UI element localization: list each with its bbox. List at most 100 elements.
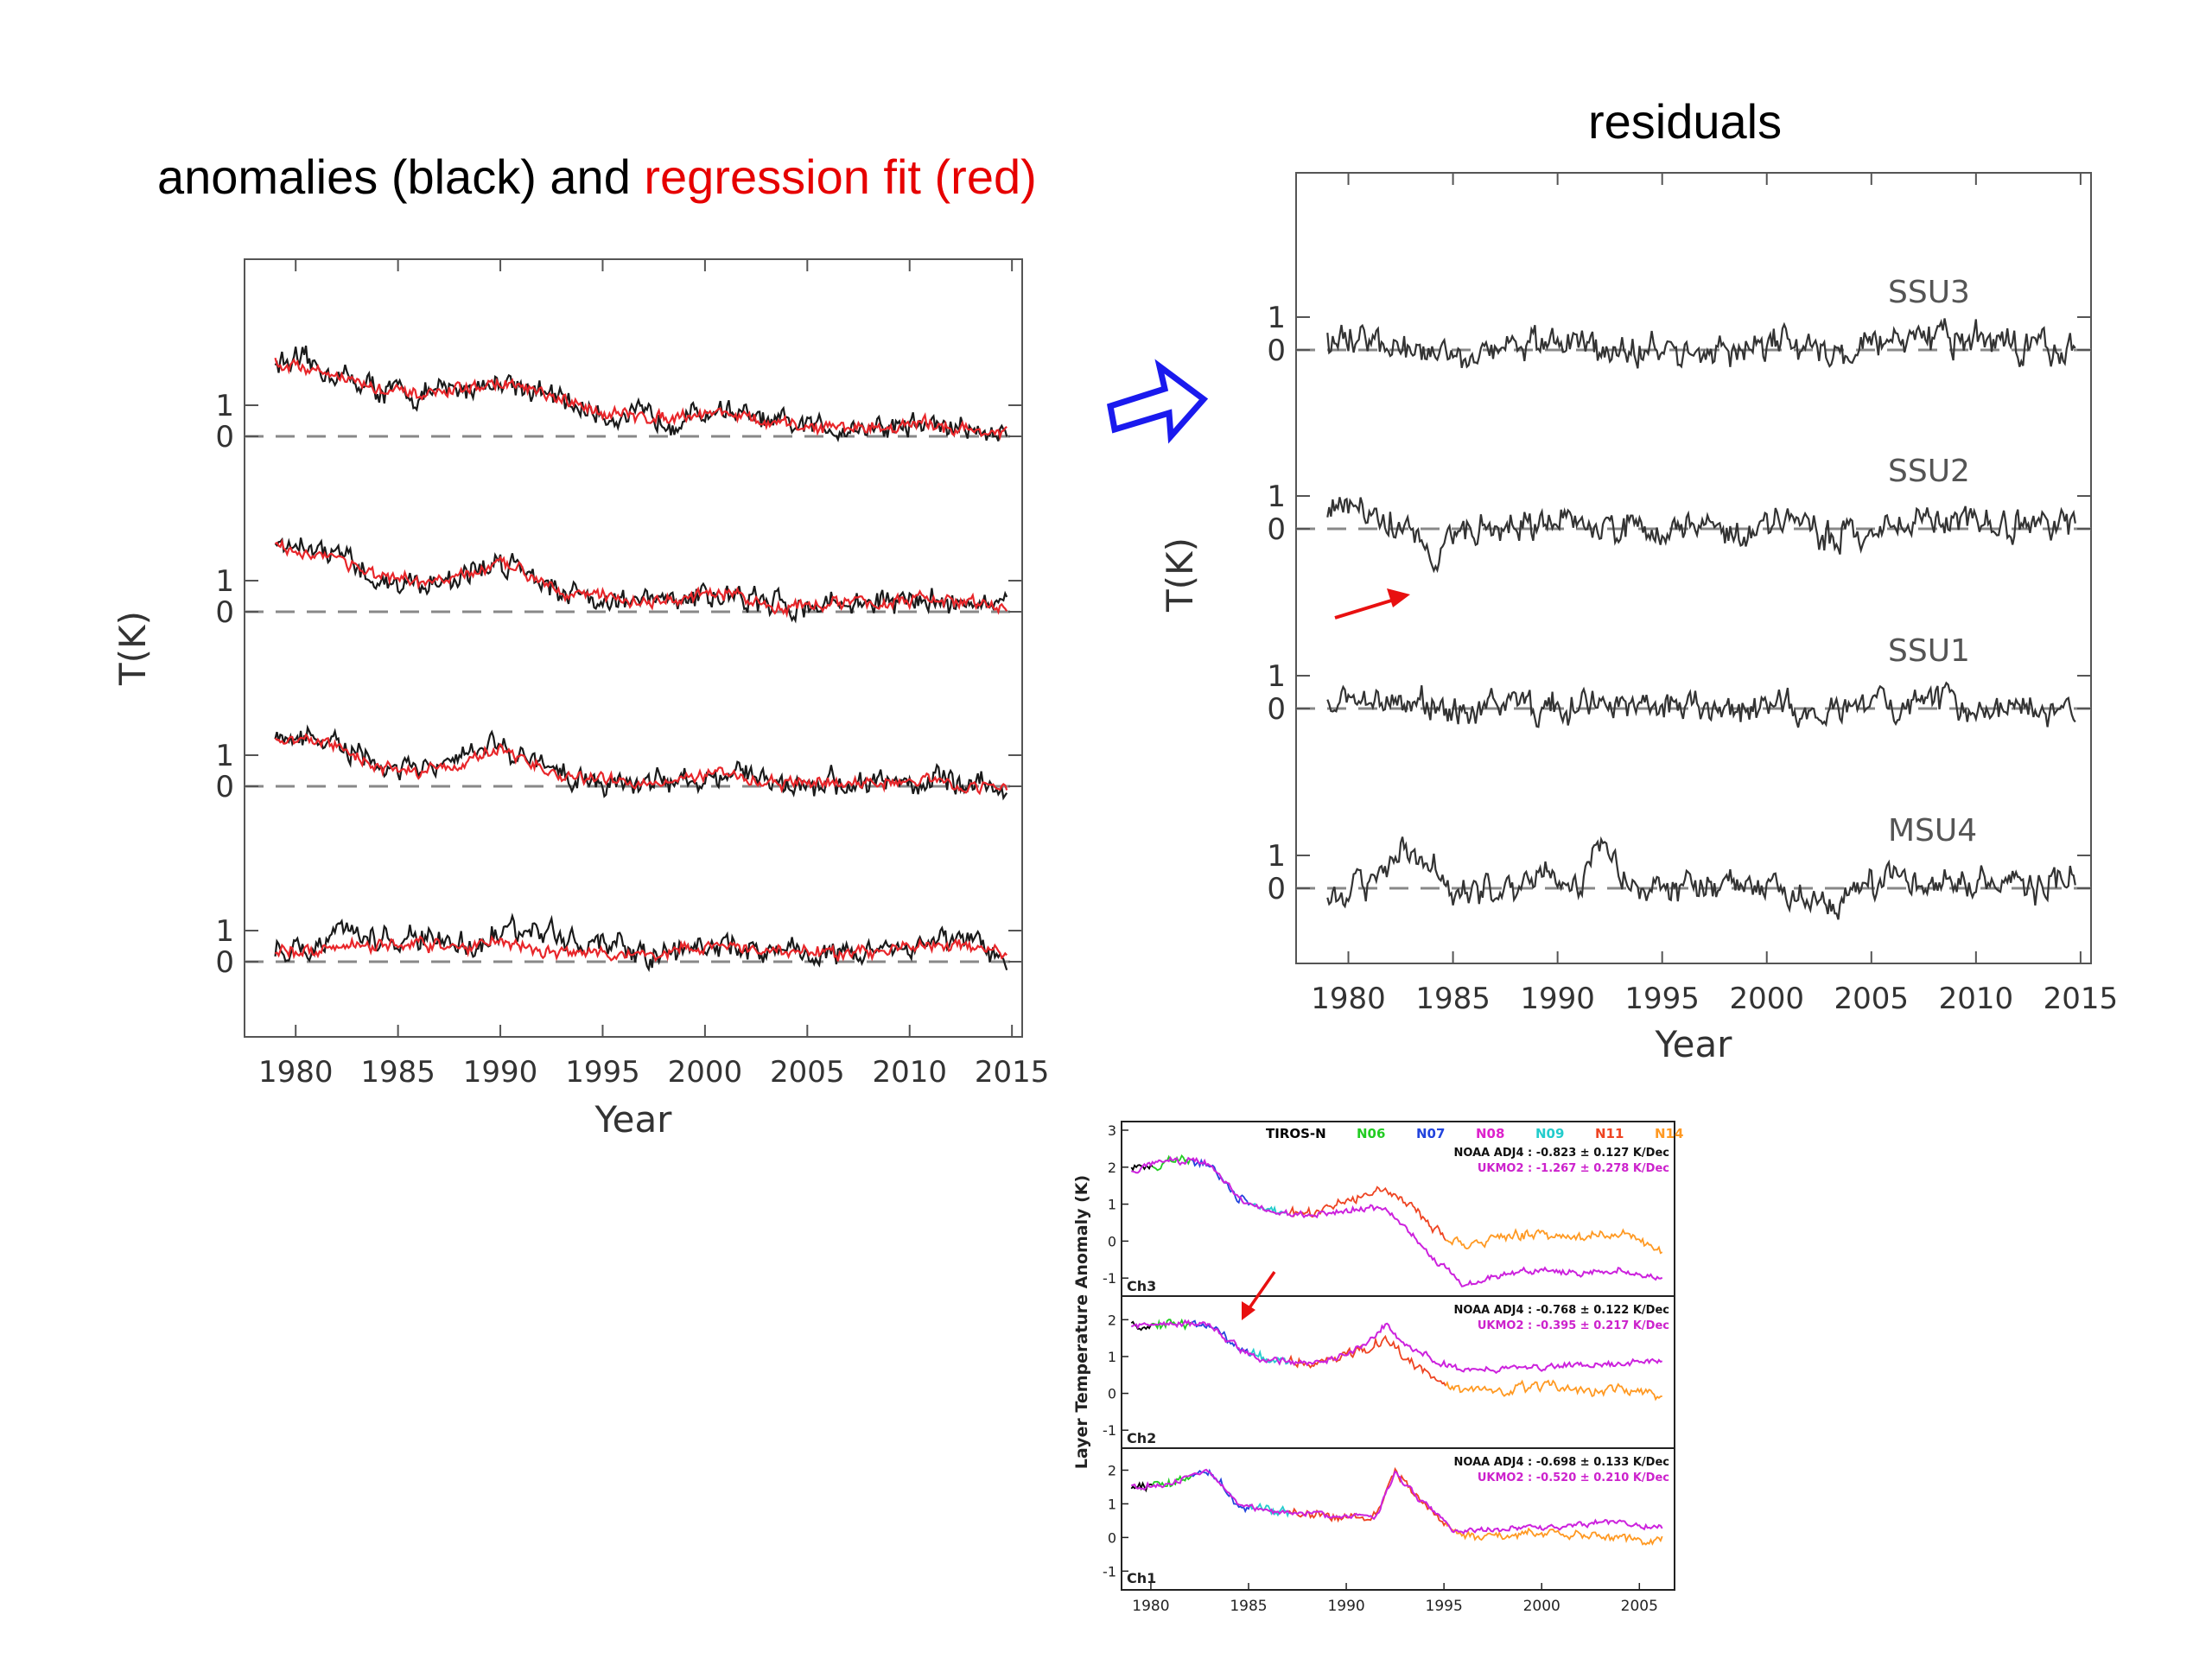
inset-noaa-trend-label: NOAA ADJ4 : -0.823 ± 0.127 K/Dec bbox=[1454, 1147, 1669, 1160]
inset-ytick-label: 2 bbox=[1108, 1462, 1116, 1478]
anomaly-series-line bbox=[274, 345, 1008, 443]
regression-fit-series-line bbox=[275, 537, 1008, 619]
inset-noaa-series-line bbox=[1445, 1379, 1662, 1402]
inset-ytick-label: -1 bbox=[1103, 1422, 1116, 1439]
regression-fit-series-line bbox=[274, 357, 1007, 441]
left-xtick-label: 1990 bbox=[463, 1055, 538, 1090]
left-ytick-label-0: 0 bbox=[215, 595, 234, 630]
inset-legend-entry: N09 bbox=[1535, 1126, 1564, 1141]
blue-arrow-icon bbox=[1106, 359, 1209, 444]
inset-xtick-label: 2000 bbox=[1523, 1598, 1560, 1615]
title-black-part: anomalies (black) and bbox=[157, 149, 645, 204]
inset-ytick-label: 2 bbox=[1108, 1312, 1116, 1328]
inset-noaa-series-line bbox=[1288, 1354, 1329, 1369]
inset-legend-entry: N07 bbox=[1416, 1126, 1445, 1141]
inset-legend-entry: TIROS-N bbox=[1266, 1126, 1326, 1141]
inset-red-arrowhead-icon bbox=[1242, 1301, 1255, 1320]
inset-noaa-series-line bbox=[1445, 1522, 1663, 1546]
left-xtick-label: 1985 bbox=[360, 1055, 435, 1090]
left-xtick-label: 1995 bbox=[565, 1055, 640, 1090]
right-ytick-label-1: 1 bbox=[1267, 839, 1286, 874]
inset-ukmo-trend-label: UKMO2 : -1.267 ± 0.278 K/Dec bbox=[1478, 1162, 1669, 1175]
inset-ytick-label: 0 bbox=[1108, 1386, 1116, 1402]
inset-panel-label: Ch1 bbox=[1127, 1570, 1156, 1586]
right-ytick-label-1: 1 bbox=[1267, 301, 1286, 335]
left-y-axis-title: T(K) bbox=[111, 611, 154, 686]
right-ytick-label-0: 0 bbox=[1267, 692, 1286, 727]
left-ytick-label-1: 1 bbox=[215, 739, 234, 773]
inset-noaa-series-line bbox=[1445, 1228, 1663, 1255]
right-x-axis-title: Year bbox=[1655, 1023, 1733, 1065]
left-xtick-label: 2005 bbox=[770, 1055, 845, 1090]
right-xtick-label: 2010 bbox=[1939, 982, 2014, 1016]
inset-ytick-label: 0 bbox=[1108, 1529, 1116, 1546]
residual-series-line bbox=[1326, 497, 2076, 574]
inset-ukmo-trend-label: UKMO2 : -0.520 ± 0.210 K/Dec bbox=[1478, 1471, 1669, 1484]
right-ytick-label-1: 1 bbox=[1267, 659, 1286, 694]
inset-ytick-label: -1 bbox=[1103, 1563, 1116, 1580]
right-chart: 1980 1985 1990 1995 2000 2005 2010 2015 Year T(K)… bbox=[1159, 172, 2119, 1065]
left-ytick-label-0: 0 bbox=[215, 770, 234, 804]
red-arrowhead-icon bbox=[1387, 588, 1410, 607]
regression-fit-series-line bbox=[274, 733, 1008, 796]
inset-noaa-series-line bbox=[1328, 1334, 1446, 1387]
right-plot-frame bbox=[1295, 172, 2092, 964]
inset-ytick-label: 1 bbox=[1108, 1496, 1116, 1512]
residual-series-line bbox=[1326, 836, 2076, 920]
inset-ytick-label: 2 bbox=[1108, 1160, 1116, 1176]
left-x-axis-title: Year bbox=[594, 1098, 673, 1141]
right-xtick-label: 2000 bbox=[1729, 982, 1804, 1016]
left-ytick-label-1: 1 bbox=[215, 389, 234, 423]
left-ytick-label-0: 0 bbox=[215, 420, 234, 454]
right-ytick-label-0: 0 bbox=[1267, 334, 1286, 368]
inset-panel-label: Ch3 bbox=[1127, 1278, 1156, 1294]
inset-legend-entry: N08 bbox=[1476, 1126, 1504, 1141]
inset-ytick-label: 1 bbox=[1108, 1197, 1116, 1213]
inset-ytick-label: 3 bbox=[1108, 1122, 1116, 1139]
residual-panel-label: SSU1 bbox=[1888, 633, 1970, 669]
left-xtick-label: 1980 bbox=[258, 1055, 334, 1090]
anomaly-series-line bbox=[274, 537, 1008, 624]
inset-ytick-label: 0 bbox=[1108, 1233, 1116, 1249]
inset-xtick-label: 1995 bbox=[1426, 1598, 1463, 1615]
inset-ukmo-series-line bbox=[1130, 1319, 1663, 1375]
inset-noaa-trend-label: NOAA ADJ4 : -0.698 ± 0.133 K/Dec bbox=[1454, 1456, 1669, 1469]
left-ytick-label-1: 1 bbox=[215, 564, 234, 599]
inset-ukmo-trend-label: UKMO2 : -0.395 ± 0.217 K/Dec bbox=[1478, 1319, 1669, 1332]
right-xtick-label: 1985 bbox=[1415, 982, 1491, 1016]
inset-plot-frame bbox=[1121, 1121, 1675, 1591]
left-chart: 1980 1985 1990 1995 2000 2005 2010 2015 Year T(K)… bbox=[111, 258, 1050, 1141]
inset-red-arrow-icon bbox=[1245, 1271, 1276, 1313]
right-xtick-label: 1990 bbox=[1520, 982, 1595, 1016]
right-chart-title: residuals bbox=[1588, 94, 1783, 149]
right-xtick-label: 2015 bbox=[2044, 982, 2119, 1016]
inset-legend-entry: N06 bbox=[1357, 1126, 1385, 1141]
inset-xtick-label: 1985 bbox=[1230, 1598, 1267, 1615]
red-arrow-icon bbox=[1334, 596, 1401, 620]
right-xtick-label: 1995 bbox=[1624, 982, 1700, 1016]
left-xtick-label: 2000 bbox=[668, 1055, 743, 1090]
anomaly-series-line bbox=[274, 912, 1008, 973]
right-ytick-label-0: 0 bbox=[1267, 872, 1286, 906]
title-red-part: regression fit (red) bbox=[644, 149, 1037, 204]
inset-legend-entry: N14 bbox=[1655, 1126, 1683, 1141]
inset-ytick-label: -1 bbox=[1103, 1270, 1116, 1287]
residual-panel-label: SSU3 bbox=[1888, 275, 1970, 310]
left-xtick-label: 2015 bbox=[975, 1055, 1050, 1090]
right-xtick-label: 2005 bbox=[1834, 982, 1910, 1016]
inset-noaa-trend-label: NOAA ADJ4 : -0.768 ± 0.122 K/Dec bbox=[1454, 1304, 1669, 1317]
residual-panel-label: SSU2 bbox=[1888, 454, 1970, 489]
inset-ytick-label: 1 bbox=[1108, 1349, 1116, 1365]
inset-xtick-label: 1990 bbox=[1327, 1598, 1364, 1615]
right-ytick-label-1: 1 bbox=[1267, 480, 1286, 514]
residual-panel-label: MSU4 bbox=[1888, 813, 1977, 849]
inset-noaa-series-line bbox=[1151, 1474, 1192, 1488]
regression-fit-series-line bbox=[275, 935, 1007, 963]
inset-ukmo-series-line bbox=[1130, 1468, 1663, 1535]
residual-series-line bbox=[1326, 318, 2076, 369]
inset-xtick-label: 2005 bbox=[1621, 1598, 1658, 1615]
left-ytick-label-1: 1 bbox=[215, 914, 234, 949]
inset-panel-label: Ch2 bbox=[1127, 1430, 1156, 1446]
